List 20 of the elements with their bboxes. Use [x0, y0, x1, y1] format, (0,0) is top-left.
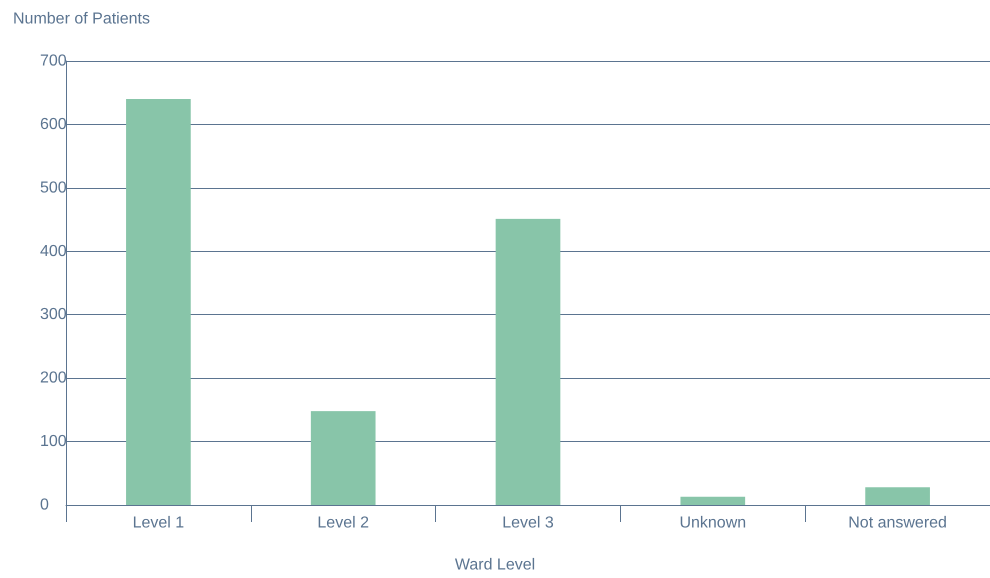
y-tick-label: 700: [40, 52, 67, 70]
bar: [126, 99, 191, 505]
x-axis-title: Ward Level: [454, 556, 536, 574]
x-tick-label: Level 1: [132, 514, 184, 532]
y-tick-label: 300: [40, 306, 67, 324]
bar: [496, 218, 560, 505]
y-tick-label: 400: [40, 242, 67, 260]
y-tick-label: 600: [40, 116, 67, 133]
y-tick-label: 200: [40, 370, 67, 387]
bar: [865, 487, 930, 505]
y-tick-label: 100: [40, 433, 67, 450]
x-tick-label: Unknown: [679, 514, 746, 532]
x-tick-label: Level 3: [502, 514, 554, 532]
x-tick-label: Level 2: [317, 514, 370, 532]
y-tick-label: 500: [40, 179, 67, 196]
bar: [680, 496, 746, 505]
y-tick-label: 0: [40, 496, 49, 514]
x-tick-label: Not answered: [848, 514, 947, 532]
y-axis-title: Number of Patients: [13, 10, 150, 28]
bar: [310, 411, 376, 505]
